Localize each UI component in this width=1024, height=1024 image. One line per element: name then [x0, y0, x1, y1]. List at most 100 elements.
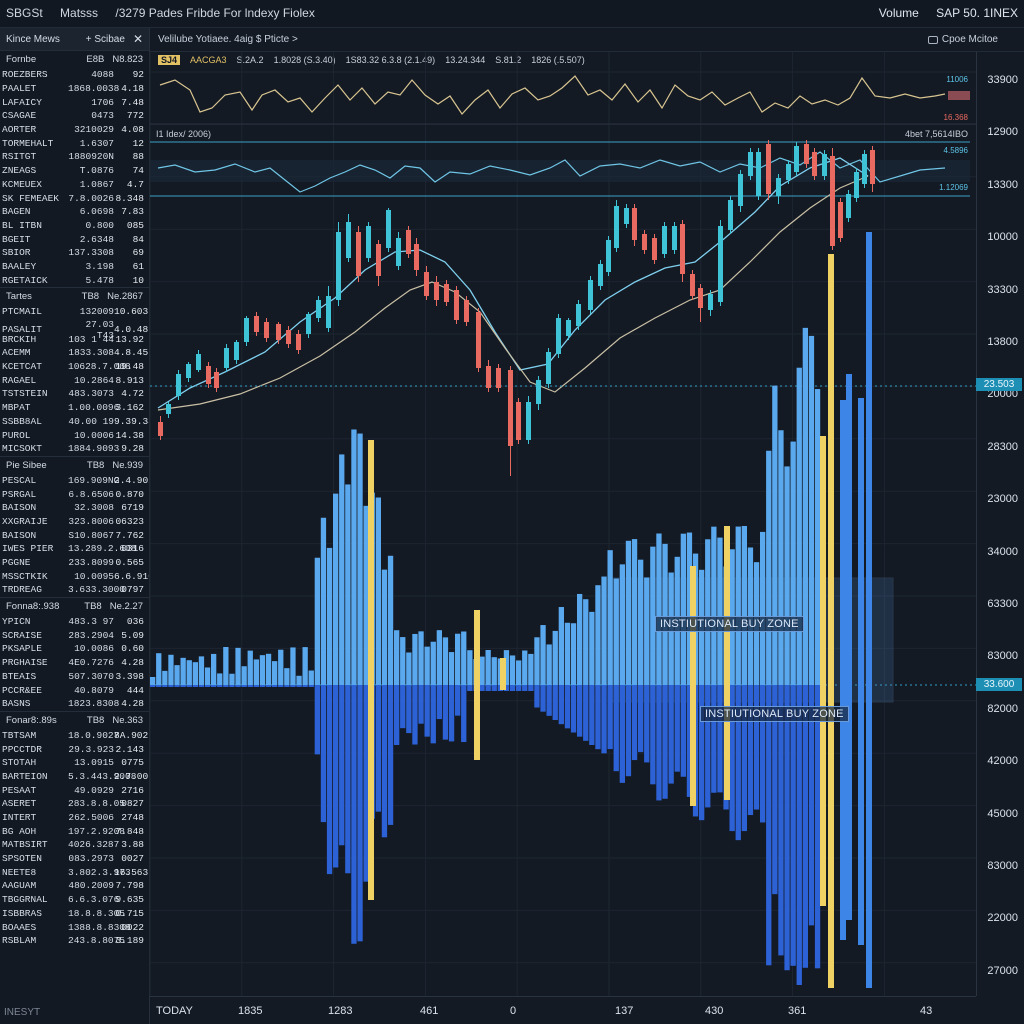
chart-title[interactable]: Velilube Yotiaee. 4aig $ Pticte >	[158, 34, 298, 45]
watchlist-row[interactable]: SPSOTEN 083.2973 0027	[0, 852, 149, 866]
watchlist-row[interactable]: TBTSAM 18.0.9027 8A.902	[0, 729, 149, 743]
price-tick: 13300	[987, 178, 1018, 191]
watchlist-row[interactable]: SCRAISE 283.2904 5.09	[0, 628, 149, 642]
close-icon[interactable]: ✕	[132, 32, 143, 46]
panel-header[interactable]: Fonna8:.938 TB8 Ne.2.27	[0, 596, 149, 615]
volume-bar-down	[680, 685, 686, 777]
volume-menu[interactable]: Volume	[878, 6, 919, 20]
candle-up	[556, 318, 561, 354]
price-axis[interactable]: 33900 12900 13300 10000 33300 13800 20000 28300…	[976, 52, 1024, 996]
watchlist-row[interactable]: ROEZBERS 4088 92	[0, 68, 149, 82]
watchlist-row[interactable]: ASERET 283.8.8.05 0827	[0, 797, 149, 811]
change: 2748	[121, 812, 144, 824]
watchlist-row[interactable]: PTCMAIL 132009 10.603	[0, 305, 149, 319]
watchlist-row[interactable]: BOAAES 1388.8.8308 0022	[0, 920, 149, 934]
volume-bar-down	[345, 685, 351, 874]
symbol-badge[interactable]: SJ4	[158, 55, 181, 65]
watchlist-row[interactable]: ACEMM 1833.308 4.8.45	[0, 346, 149, 360]
candle-down	[286, 330, 291, 344]
watchlist-row[interactable]: KCMEUEX 1.0867 4.7	[0, 178, 149, 192]
sidebar-panels: Fornbe E8B N8.823 ROEZBERS 4088 92 PAALET 1868.…	[0, 50, 149, 948]
watchlist-row[interactable]: STOTAH 13.0915 0775	[0, 756, 149, 770]
watchlist-row[interactable]: MATBSIRT 4026.3287 3.88	[0, 838, 149, 852]
ticker: ACEMM	[2, 347, 31, 359]
watchlist-row[interactable]: BARTEION 5.3.443.9008 2.7.00	[0, 770, 149, 784]
watchlist-row[interactable]: BRCKIH 103 1 44 13.92	[0, 332, 149, 346]
watchlist-row[interactable]: SBIOR 137.3308 69	[0, 246, 149, 260]
watchlist-row[interactable]: AORTER 3210029 4.08	[0, 123, 149, 137]
watchlist-row[interactable]: INTERT 262.5006 2748	[0, 811, 149, 825]
volume-bar-down	[174, 685, 180, 687]
price: 4026.3287	[68, 839, 120, 851]
watchlist-row[interactable]: BAGEN 6.0698 7.83	[0, 205, 149, 219]
watchlist-row[interactable]: MBPAT 1.00.0096 3.162	[0, 401, 149, 415]
watchlist-row[interactable]: BGEIT 2.6348 84	[0, 232, 149, 246]
sidebar-add-button[interactable]: + Scibae	[85, 33, 125, 45]
watchlist-row[interactable]: TORMEHALT 1.6307 12	[0, 136, 149, 150]
ticker: MATBSIRT	[2, 839, 48, 851]
price: 3.633.3000	[68, 584, 126, 596]
watchlist-row[interactable]: MSSCTKIK 10.0095 6.6.910	[0, 569, 149, 583]
volume-bar-down	[503, 685, 510, 691]
watchlist-row[interactable]: BG AOH 197.2.9208 7.848	[0, 824, 149, 838]
watchlist-row[interactable]: PESCAL 169.909NG 2.4.902	[0, 474, 149, 488]
price-badge-lower: 33.600	[976, 678, 1022, 691]
watchlist-row[interactable]: LAFAICY 1706 7.48	[0, 95, 149, 109]
watchlist-row[interactable]: PRGHAISE 4E0.7276 4.28	[0, 656, 149, 670]
watchlist-row[interactable]: BAALEY 3.198 61	[0, 260, 149, 274]
watchlist-row[interactable]: PESAAT 49.0929 2716	[0, 783, 149, 797]
watchlist-row[interactable]: BASNS 1823.8308 4.28	[0, 697, 149, 711]
watchlist-row[interactable]: KCETCAT 10628.7.008 19.48	[0, 360, 149, 374]
watchlist-row[interactable]: AAGUAM 480.2009 7.798	[0, 879, 149, 893]
menu-item-1[interactable]: Matsss	[60, 6, 99, 20]
watchlist-row[interactable]: PPCCTDR 29.3.923 2.143	[0, 742, 149, 756]
watchlist-row[interactable]: TRDREAG 3.633.3000 0797	[0, 583, 149, 597]
watchlist-row[interactable]: BTEAIS 507.3070 3.398	[0, 670, 149, 684]
watchlist-row[interactable]: PASALIT 27.03 T43 4.0.48	[0, 319, 149, 341]
watchlist-row[interactable]: XXGRAIJE 323.8006 06323	[0, 515, 149, 529]
watchlist-row[interactable]: PAALET 1868.0038 4.18	[0, 82, 149, 96]
watchlist-row[interactable]: BAISON 32.3008 6719	[0, 501, 149, 515]
watchlist-row[interactable]: SK FEMEAEK 7.8.0026 8.348	[0, 191, 149, 205]
volume-bar-up	[302, 647, 308, 685]
watchlist-row[interactable]: RSBLAM 243.8.8075 3.189	[0, 934, 149, 948]
watchlist-row[interactable]: RAGAEL 10.2864 8.913	[0, 373, 149, 387]
panel-header[interactable]: Tartes TB8 Ne.2867	[0, 287, 149, 305]
watchlist-row[interactable]: SSBB8AL 40.00 19 9.39.38	[0, 415, 149, 429]
watchlist-row[interactable]: RGETAICK 5.478 10	[0, 273, 149, 287]
watchlist-row[interactable]: MICSOKT 1884.9093 9.28	[0, 442, 149, 456]
watchlist-row[interactable]: PGGNE 233.8099 0.565	[0, 556, 149, 570]
window-icon[interactable]	[927, 35, 938, 44]
ticker: INTERT	[2, 812, 37, 824]
watchlist-row[interactable]: TSTSTEIN 483.3073 4.72	[0, 387, 149, 401]
price-tick: 22000	[987, 912, 1018, 925]
watchlist-row[interactable]: RSITGT 1880920N 88	[0, 150, 149, 164]
volume-bar-down	[711, 685, 717, 793]
price: 169.909NG	[68, 474, 120, 486]
watchlist-row[interactable]: YPICN 483.3 97 036	[0, 615, 149, 629]
watchlist-row[interactable]: PCCR&EE 40.8079 444	[0, 683, 149, 697]
volume-spike-bar	[840, 400, 846, 940]
watchlist-row[interactable]: ISBBRAS 18.8.8.305 0.715	[0, 907, 149, 921]
watchlist-row[interactable]: TBGGRNAL 6.6.3.076 9.635	[0, 893, 149, 907]
watchlist-row[interactable]: PSRGAL 6.8.6506 0.870	[0, 487, 149, 501]
panel-header[interactable]: Fonar8:.89s TB8 Ne.363	[0, 710, 149, 729]
watchlist-row[interactable]: NEETE8 3.802.3.973 16.563	[0, 865, 149, 879]
watchlist-row[interactable]: BAISON S10.8067 7.762	[0, 528, 149, 542]
panel-header[interactable]: Pie Sibee TB8 Ne.939	[0, 455, 149, 474]
price: 10.2864	[74, 374, 114, 386]
compare-button[interactable]: Cpoe Mcitoe	[941, 34, 998, 45]
watchlist-row[interactable]: ZNEAGS T.0876 74	[0, 164, 149, 178]
time-axis[interactable]: TODAY 1835 1283 461 0 137 430 361 43	[150, 996, 976, 1024]
price-badge-upper: 23.503	[976, 378, 1022, 391]
panel-header[interactable]: Fornbe E8B N8.823	[0, 50, 149, 68]
index-selector[interactable]: SAP 50. 1INEX	[936, 6, 1018, 20]
watchlist-row[interactable]: IWES PIER 13.289.2.608 0316	[0, 542, 149, 556]
watchlist-row[interactable]: PUROL 10.0006 14.38	[0, 428, 149, 442]
volume-bar-up	[479, 656, 485, 685]
watchlist-row[interactable]: PKSAPLE 10.0086 0.60	[0, 642, 149, 656]
watchlist-row[interactable]: BL ITBN 0.800 085	[0, 219, 149, 233]
watchlist-row[interactable]: CSAGAE 0473 772	[0, 109, 149, 123]
ticker: BAGEN	[2, 206, 31, 218]
